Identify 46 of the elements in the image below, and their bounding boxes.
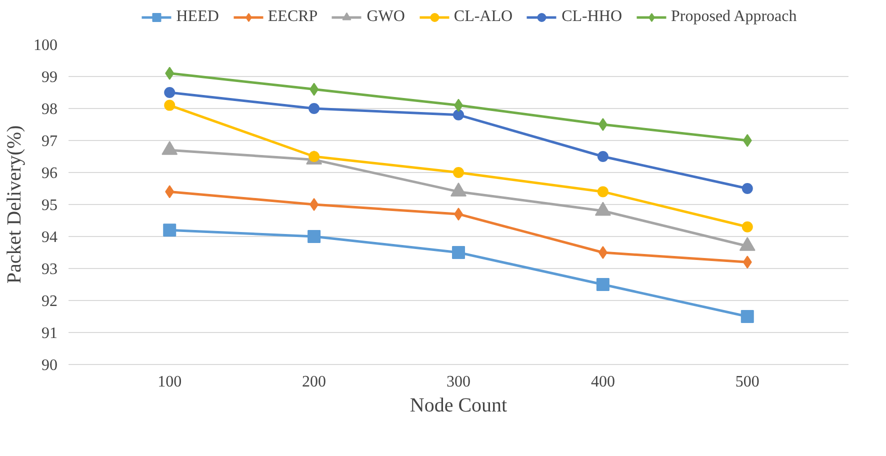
y-tick-label: 91	[42, 325, 58, 342]
y-tick-label: 98	[42, 101, 58, 118]
point	[598, 118, 608, 131]
point	[740, 310, 754, 323]
y-tick-label: 95	[42, 197, 58, 214]
y-tick-label: 100	[34, 37, 58, 54]
x-tick-label: 100	[158, 374, 182, 390]
point	[596, 278, 610, 291]
legend-label: HEED	[176, 8, 219, 26]
point	[742, 134, 752, 147]
point	[164, 100, 176, 111]
point	[742, 221, 753, 232]
legend-label: CL-HHO	[562, 8, 622, 26]
x-tick-label: 300	[446, 374, 470, 390]
point	[308, 230, 321, 243]
legend-label: CL-ALO	[454, 8, 513, 26]
point	[164, 87, 176, 98]
y-tick-label: 90	[42, 357, 58, 374]
point	[598, 246, 608, 259]
point	[165, 66, 174, 80]
legend-label: EECRP	[268, 8, 318, 26]
point	[308, 103, 320, 114]
point	[310, 198, 319, 211]
point	[453, 109, 464, 120]
y-tick-label: 96	[42, 165, 58, 182]
y-axis-title: Packet Delivery(%)	[4, 125, 26, 284]
y-tick-label: 99	[42, 69, 58, 86]
y-tick-label: 92	[42, 293, 58, 310]
point	[597, 151, 608, 162]
point	[597, 186, 608, 198]
point	[165, 185, 174, 198]
x-tick-label: 400	[590, 374, 615, 390]
point	[310, 82, 319, 96]
x-tick-label: 500	[735, 374, 760, 390]
legend-label: GWO	[366, 8, 405, 26]
x-axis-title: Node Count	[410, 394, 508, 416]
point	[742, 183, 753, 194]
y-tick-label: 93	[42, 261, 58, 278]
y-tick-label: 94	[42, 229, 58, 246]
point	[452, 246, 465, 259]
legend-label: Proposed Approach	[671, 8, 797, 26]
point	[163, 224, 176, 237]
x-tick-label: 200	[302, 374, 326, 390]
y-tick-label: 97	[42, 133, 58, 150]
point	[742, 256, 752, 269]
point	[453, 167, 464, 178]
